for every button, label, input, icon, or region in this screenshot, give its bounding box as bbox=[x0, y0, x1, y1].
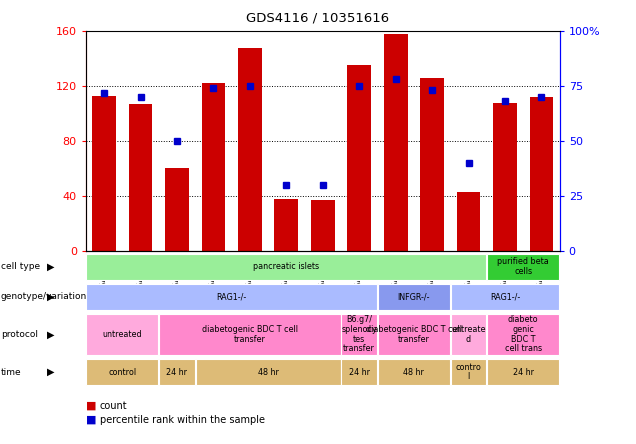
Text: RAG1-/-: RAG1-/- bbox=[490, 292, 520, 301]
Bar bbox=[493, 103, 517, 251]
Text: untreate
d: untreate d bbox=[452, 325, 486, 344]
Text: genotype/variation: genotype/variation bbox=[1, 292, 87, 301]
Text: diabeto
genic
BDC T
cell trans: diabeto genic BDC T cell trans bbox=[505, 315, 542, 353]
Bar bbox=[420, 78, 444, 251]
Bar bbox=[347, 65, 371, 251]
Text: purified beta
cells: purified beta cells bbox=[497, 258, 549, 276]
Bar bbox=[195, 359, 341, 385]
Text: RAG1-/-: RAG1-/- bbox=[216, 292, 247, 301]
Bar bbox=[487, 314, 559, 355]
Text: 24 hr: 24 hr bbox=[513, 368, 534, 377]
Text: ▶: ▶ bbox=[47, 367, 55, 377]
Bar bbox=[451, 314, 487, 355]
Text: cell type: cell type bbox=[1, 262, 40, 271]
Bar bbox=[275, 198, 298, 251]
Text: pancreatic islets: pancreatic islets bbox=[253, 262, 319, 271]
Bar bbox=[159, 359, 195, 385]
Bar bbox=[128, 104, 153, 251]
Bar bbox=[378, 359, 450, 385]
Bar bbox=[530, 97, 553, 251]
Bar bbox=[159, 314, 341, 355]
Bar bbox=[342, 359, 377, 385]
Text: ▶: ▶ bbox=[47, 292, 55, 301]
Bar bbox=[378, 284, 450, 309]
Text: contro
l: contro l bbox=[455, 363, 481, 381]
Bar bbox=[342, 314, 377, 355]
Text: time: time bbox=[1, 368, 21, 377]
Text: ■: ■ bbox=[86, 401, 97, 411]
Bar bbox=[378, 314, 450, 355]
Text: ▶: ▶ bbox=[47, 329, 55, 339]
Text: diabetogenic BDC T cell
transfer: diabetogenic BDC T cell transfer bbox=[202, 325, 298, 344]
Bar bbox=[92, 95, 116, 251]
Bar bbox=[451, 284, 559, 309]
Text: 48 hr: 48 hr bbox=[258, 368, 279, 377]
Bar bbox=[487, 359, 559, 385]
Text: control: control bbox=[108, 368, 136, 377]
Text: ▶: ▶ bbox=[47, 262, 55, 272]
Text: 48 hr: 48 hr bbox=[403, 368, 424, 377]
Bar bbox=[487, 254, 559, 280]
Bar bbox=[86, 359, 158, 385]
Text: INFGR-/-: INFGR-/- bbox=[398, 292, 430, 301]
Text: percentile rank within the sample: percentile rank within the sample bbox=[100, 415, 265, 425]
Bar bbox=[165, 168, 189, 251]
Bar bbox=[311, 200, 335, 251]
Bar bbox=[86, 254, 487, 280]
Text: 24 hr: 24 hr bbox=[167, 368, 188, 377]
Text: 24 hr: 24 hr bbox=[349, 368, 370, 377]
Text: GDS4116 / 10351616: GDS4116 / 10351616 bbox=[246, 11, 390, 24]
Text: count: count bbox=[100, 401, 127, 411]
Bar bbox=[451, 359, 487, 385]
Bar bbox=[457, 192, 480, 251]
Text: diabetogenic BDC T cell
transfer: diabetogenic BDC T cell transfer bbox=[366, 325, 462, 344]
Text: ■: ■ bbox=[86, 415, 97, 425]
Bar bbox=[238, 48, 262, 251]
Bar bbox=[202, 83, 225, 251]
Bar bbox=[384, 34, 408, 251]
Bar bbox=[86, 284, 377, 309]
Text: protocol: protocol bbox=[1, 330, 38, 339]
Text: untreated: untreated bbox=[102, 330, 142, 339]
Bar bbox=[86, 314, 158, 355]
Text: B6.g7/
splenocy
tes
transfer: B6.g7/ splenocy tes transfer bbox=[342, 315, 377, 353]
